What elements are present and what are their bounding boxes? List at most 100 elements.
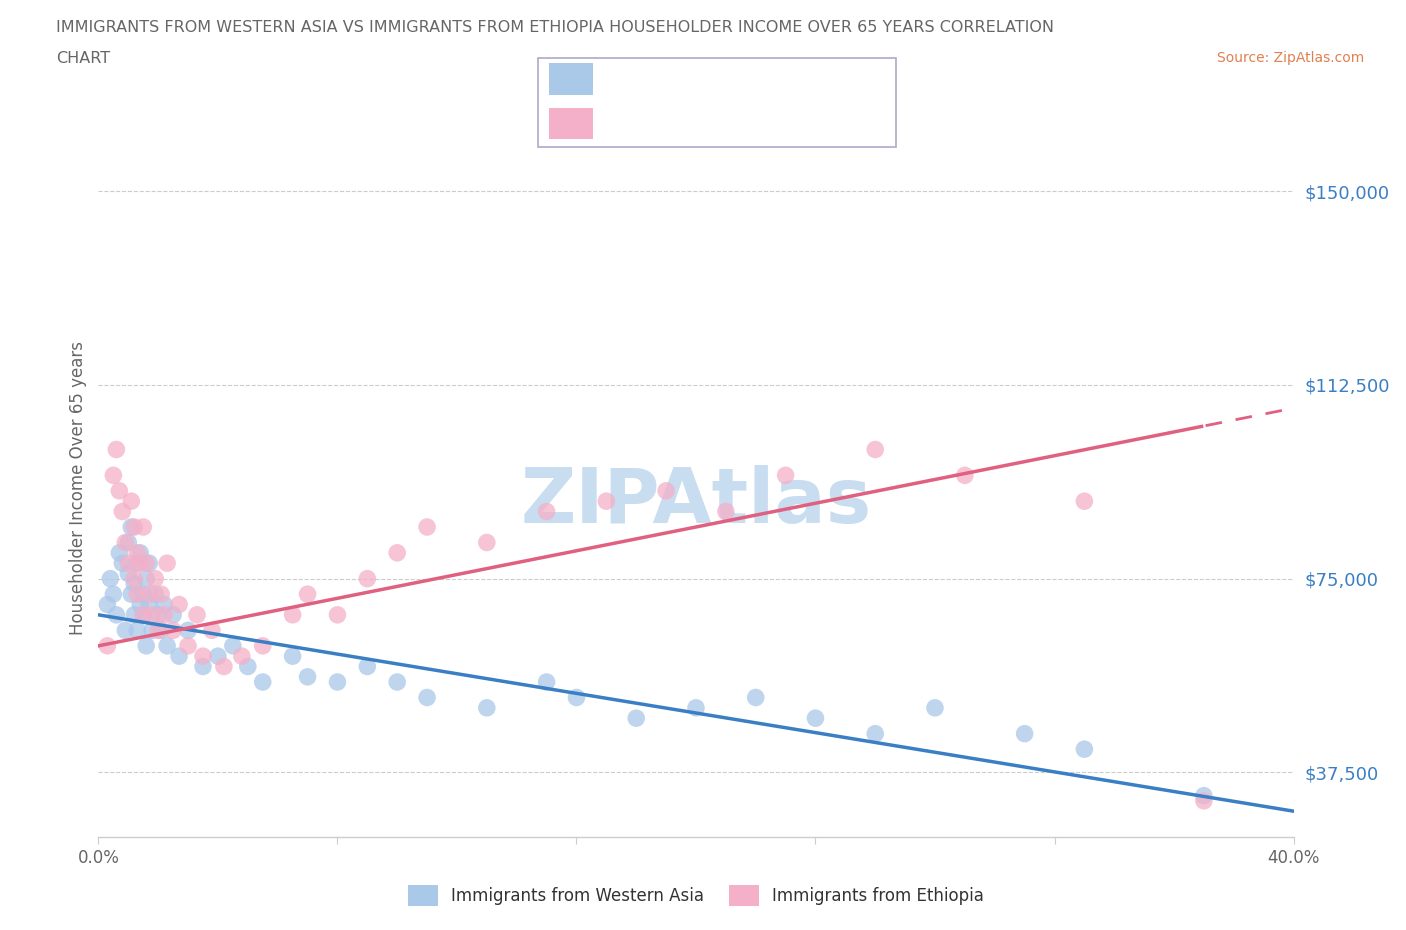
- Point: [865, 726, 887, 741]
- Point: [1192, 789, 1215, 804]
- Text: CHART: CHART: [56, 51, 110, 66]
- Point: [1192, 793, 1215, 808]
- Text: 0.216: 0.216: [673, 114, 730, 133]
- Point: [297, 670, 319, 684]
- Point: [475, 700, 498, 715]
- Point: [143, 587, 166, 602]
- Point: [924, 700, 946, 715]
- Point: [127, 556, 149, 571]
- Point: [111, 556, 134, 571]
- Point: [156, 556, 179, 571]
- Text: ZIPAtlas: ZIPAtlas: [520, 465, 872, 539]
- Point: [117, 535, 139, 550]
- Point: [595, 494, 617, 509]
- Point: [111, 504, 134, 519]
- Point: [385, 545, 409, 560]
- Point: [117, 556, 139, 571]
- Point: [148, 623, 170, 638]
- Point: [207, 649, 229, 664]
- Point: [96, 638, 118, 653]
- Text: N = 55: N = 55: [783, 70, 846, 88]
- Point: [143, 571, 166, 586]
- Point: [953, 468, 976, 483]
- Point: [655, 484, 678, 498]
- Point: [127, 545, 149, 560]
- Point: [150, 587, 173, 602]
- Point: [212, 659, 235, 674]
- Point: [775, 468, 797, 483]
- Point: [475, 535, 498, 550]
- Point: [1073, 742, 1095, 757]
- Point: [98, 571, 122, 586]
- Text: Source: ZipAtlas.com: Source: ZipAtlas.com: [1216, 51, 1364, 65]
- Point: [127, 623, 149, 638]
- Point: [162, 607, 184, 622]
- Point: [135, 571, 157, 586]
- Point: [252, 674, 274, 689]
- Text: N = 48: N = 48: [783, 114, 846, 133]
- Point: [1073, 494, 1095, 509]
- Point: [153, 607, 176, 622]
- Point: [129, 545, 152, 560]
- Point: [138, 597, 160, 612]
- Point: [714, 504, 737, 519]
- Point: [132, 607, 155, 622]
- Point: [177, 638, 200, 653]
- Point: [201, 623, 224, 638]
- Point: [129, 556, 152, 571]
- Point: [103, 587, 125, 602]
- Point: [132, 587, 155, 602]
- Point: [120, 587, 142, 602]
- Text: -0.534: -0.534: [673, 70, 731, 88]
- Point: [120, 494, 142, 509]
- Point: [105, 607, 128, 622]
- Point: [141, 607, 163, 622]
- Point: [124, 577, 146, 591]
- Point: [745, 690, 768, 705]
- Point: [326, 607, 349, 622]
- Point: [416, 690, 439, 705]
- Legend: Immigrants from Western Asia, Immigrants from Ethiopia: Immigrants from Western Asia, Immigrants…: [401, 879, 991, 912]
- Point: [120, 520, 142, 535]
- Point: [191, 649, 214, 664]
- Point: [236, 659, 259, 674]
- Point: [156, 638, 179, 653]
- Point: [685, 700, 707, 715]
- Point: [326, 674, 349, 689]
- Point: [536, 504, 558, 519]
- Point: [135, 638, 157, 653]
- Point: [281, 607, 304, 622]
- Point: [124, 520, 146, 535]
- Point: [222, 638, 245, 653]
- Point: [141, 623, 163, 638]
- Point: [135, 556, 157, 571]
- Text: IMMIGRANTS FROM WESTERN ASIA VS IMMIGRANTS FROM ETHIOPIA HOUSEHOLDER INCOME OVER: IMMIGRANTS FROM WESTERN ASIA VS IMMIGRAN…: [56, 20, 1054, 35]
- Point: [804, 711, 827, 725]
- Point: [129, 597, 152, 612]
- Point: [114, 623, 136, 638]
- Point: [186, 607, 208, 622]
- Point: [1014, 726, 1036, 741]
- Point: [138, 556, 160, 571]
- Point: [132, 520, 155, 535]
- Point: [356, 659, 378, 674]
- FancyBboxPatch shape: [548, 63, 593, 95]
- Point: [124, 571, 146, 586]
- Point: [536, 674, 558, 689]
- Point: [108, 484, 131, 498]
- Point: [231, 649, 253, 664]
- FancyBboxPatch shape: [548, 108, 593, 140]
- Point: [865, 442, 887, 457]
- Point: [177, 623, 200, 638]
- Point: [153, 597, 176, 612]
- Point: [132, 607, 155, 622]
- Point: [127, 587, 149, 602]
- Point: [167, 649, 190, 664]
- Point: [105, 442, 128, 457]
- Point: [117, 566, 139, 581]
- Point: [416, 520, 439, 535]
- Point: [162, 623, 184, 638]
- Point: [96, 597, 118, 612]
- Point: [252, 638, 274, 653]
- Point: [103, 468, 125, 483]
